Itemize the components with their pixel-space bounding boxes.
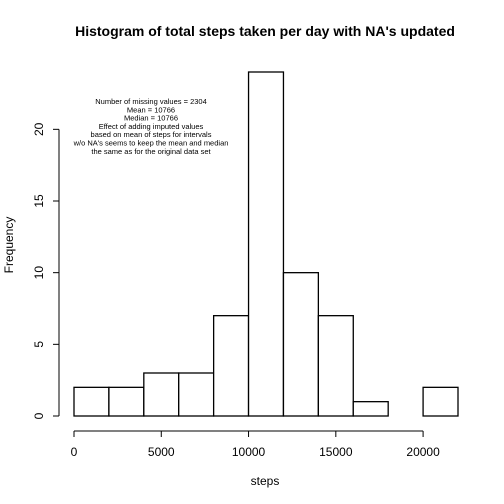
x-tick-label: 15000: [319, 445, 353, 459]
x-tick-label: 0: [71, 445, 78, 459]
histogram-bar-10: [422, 386, 459, 417]
chart-title: Histogram of total steps taken per day w…: [75, 23, 455, 39]
histogram-bar-6: [282, 272, 320, 417]
histogram-bar-0: [73, 386, 110, 417]
annotation-line: w/o NA's seems to keep the mean and medi…: [73, 139, 229, 148]
y-tick-label: 0: [32, 412, 46, 419]
x-tick-label: 5000: [148, 445, 175, 459]
annotation-line: Effect of adding imputed values: [99, 122, 204, 131]
histogram-bar-8: [352, 401, 389, 417]
y-tick-label: 5: [32, 341, 46, 348]
y-tick-label: 15: [32, 194, 46, 208]
histogram-bar-1: [108, 386, 145, 417]
x-tick-label: 10000: [232, 445, 266, 459]
y-tick-label: 20: [32, 122, 46, 136]
y-axis: 0 5 10 15 20: [32, 122, 60, 419]
histogram-bars: [73, 71, 459, 417]
histogram-bar-3: [178, 372, 215, 417]
y-axis-label: Frequency: [2, 217, 16, 274]
histogram-bar-4: [212, 315, 250, 417]
histogram-bar-7: [317, 315, 354, 417]
annotation-line: Mean = 10766: [127, 105, 175, 114]
x-axis: 0 5000 10000 15000 20000: [71, 430, 440, 459]
annotation-line: based on mean of steps for intervals: [91, 130, 212, 139]
y-tick-label: 10: [32, 266, 46, 280]
annotation-line: Number of missing values = 2304: [95, 97, 207, 106]
annotation-line: the same as for the original data set: [91, 147, 211, 156]
x-tick-label: 20000: [406, 445, 440, 459]
histogram-bar-2: [143, 372, 180, 417]
histogram-bar-5: [247, 71, 285, 417]
annotation-line: Median = 10766: [124, 114, 178, 123]
x-axis-label: steps: [251, 474, 280, 488]
